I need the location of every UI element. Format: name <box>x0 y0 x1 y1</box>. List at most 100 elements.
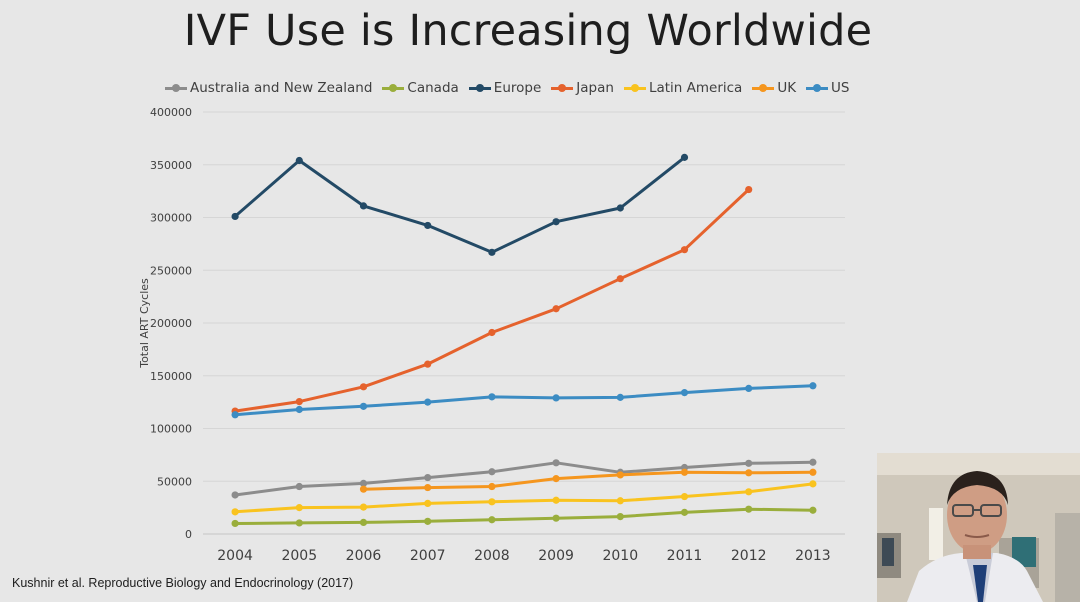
series-canada <box>231 505 817 528</box>
x-axis: 2004 2005 2006 2007 2008 2009 2010 2011 2012 2013 <box>217 548 830 564</box>
data-point <box>359 479 368 487</box>
data-point <box>552 459 560 467</box>
data-point <box>359 518 368 526</box>
data-point <box>359 402 368 410</box>
data-point <box>295 482 303 491</box>
data-point <box>809 480 817 488</box>
y-tick-label: 200000 <box>150 317 192 330</box>
x-tick-label: 2009 <box>538 548 574 564</box>
data-point <box>488 516 496 524</box>
legend-label: UK <box>777 80 797 96</box>
data-point <box>745 384 753 393</box>
data-point <box>809 458 817 466</box>
data-point <box>552 475 560 483</box>
data-point <box>295 519 303 527</box>
y-tick-label: 0 <box>185 528 192 541</box>
data-point <box>680 508 689 516</box>
series-line <box>233 384 815 417</box>
legend-item: Canada <box>382 80 459 96</box>
data-point <box>616 275 624 283</box>
legend-swatch <box>551 82 574 94</box>
legend-swatch <box>165 82 187 94</box>
y-axis: 0 50000 100000 150000 200000 250000 300000 3500… <box>150 106 192 541</box>
data-point <box>680 153 689 161</box>
legend-swatch <box>468 82 491 94</box>
data-point <box>488 468 496 476</box>
data-point <box>231 508 239 516</box>
legend-item: US <box>806 80 850 96</box>
gridlines <box>203 111 845 535</box>
data-point <box>295 504 303 512</box>
x-tick-label: 2008 <box>474 548 510 564</box>
data-point <box>616 471 624 479</box>
data-point <box>488 393 496 401</box>
x-tick-label: 2012 <box>731 548 767 564</box>
data-point <box>552 305 560 313</box>
data-point <box>424 499 432 508</box>
chart-legend: Australia and New Zealand Canada Europe Jap… <box>165 78 850 98</box>
series-line <box>233 188 751 413</box>
data-point <box>680 492 689 501</box>
data-point <box>552 394 560 402</box>
series-europe <box>231 153 689 256</box>
series-japan <box>231 185 753 415</box>
data-point <box>745 488 753 496</box>
legend-label: Australia and New Zealand <box>190 80 373 96</box>
data-point <box>488 248 496 256</box>
data-point <box>680 389 689 397</box>
series-line <box>233 460 815 497</box>
data-point <box>616 393 624 401</box>
data-point <box>359 383 368 391</box>
data-point <box>809 382 817 390</box>
data-point <box>488 328 496 337</box>
data-point <box>680 246 689 254</box>
data-point <box>231 519 239 528</box>
data-point <box>359 202 368 210</box>
data-point <box>424 473 432 482</box>
data-point <box>745 469 753 477</box>
data-point <box>488 498 496 506</box>
data-point <box>745 185 753 194</box>
presenter-video-icon <box>877 453 1080 602</box>
data-point <box>488 482 496 491</box>
citation-text: Kushnir et al. Reproductive Biology and … <box>12 576 354 590</box>
data-point <box>616 204 624 212</box>
legend-swatch <box>752 82 775 94</box>
data-point <box>745 459 753 467</box>
legend-item: Europe <box>468 80 542 96</box>
data-point <box>616 497 624 505</box>
legend-item: Latin America <box>623 80 742 96</box>
y-tick-label: 50000 <box>157 475 192 488</box>
series-latin-america <box>231 480 817 516</box>
x-tick-label: 2004 <box>217 548 253 564</box>
legend-label: Canada <box>407 80 459 96</box>
data-point <box>809 506 817 514</box>
y-tick-label: 400000 <box>150 106 192 119</box>
series-lines <box>231 153 817 528</box>
y-tick-label: 300000 <box>150 212 192 225</box>
data-point <box>231 212 239 221</box>
data-point <box>616 512 624 521</box>
legend-swatch <box>623 82 646 94</box>
series-line <box>233 507 815 525</box>
series-line <box>233 482 815 514</box>
data-point <box>231 491 239 499</box>
legend-label: US <box>831 80 850 96</box>
data-point <box>809 468 817 476</box>
data-point <box>424 221 432 230</box>
x-tick-label: 2006 <box>346 548 382 564</box>
legend-item: Australia and New Zealand <box>165 80 372 96</box>
data-point <box>424 398 432 406</box>
data-point <box>359 503 368 511</box>
series-line <box>362 470 815 491</box>
data-point <box>424 517 432 525</box>
data-point <box>295 156 303 165</box>
y-tick-label: 150000 <box>150 370 192 383</box>
data-point <box>680 468 689 476</box>
data-point <box>552 218 560 226</box>
legend-label: Europe <box>493 80 542 96</box>
data-point <box>424 483 432 492</box>
series-uk <box>359 468 817 493</box>
legend-item: UK <box>752 80 796 96</box>
